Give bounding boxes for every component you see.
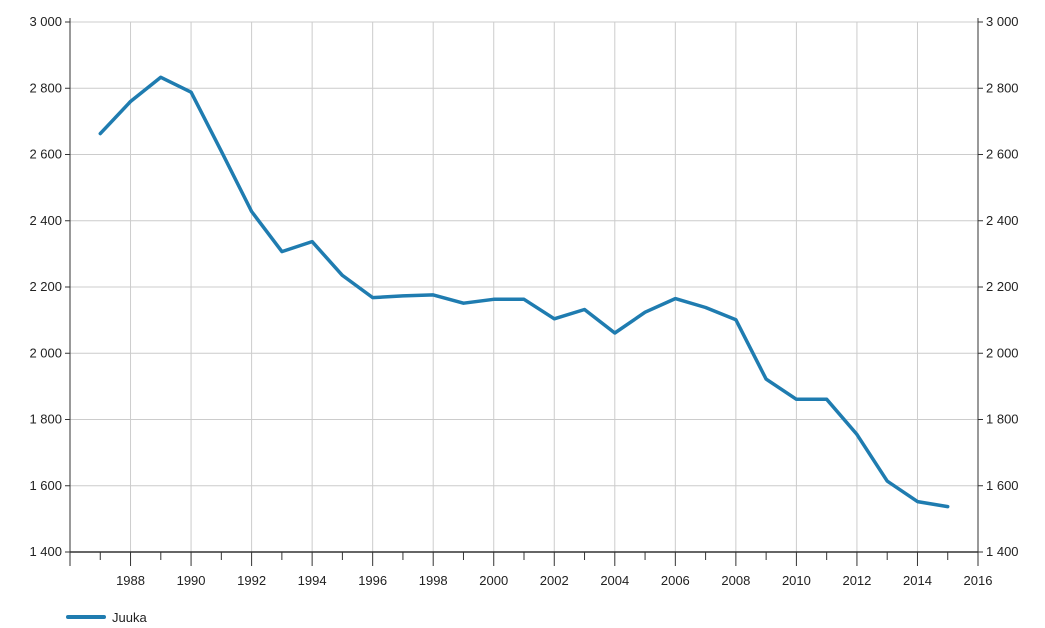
- legend: Juuka: [66, 610, 147, 625]
- series-line-juuka: [98, 75, 950, 509]
- grid-layer: [70, 21, 978, 553]
- y-tick-label-left: 3 000: [29, 14, 62, 29]
- x-tick-label: 1996: [358, 573, 387, 588]
- y-tick-label-right: 2 600: [986, 147, 1019, 162]
- y-tick-label-right: 2 000: [986, 345, 1019, 360]
- x-tick-label: 2000: [479, 573, 508, 588]
- series-layer: [98, 75, 950, 509]
- x-tick-label: 2010: [782, 573, 811, 588]
- x-tick-label: 2012: [842, 573, 871, 588]
- x-tick-label: 2004: [600, 573, 629, 588]
- x-tick-label: 1988: [116, 573, 145, 588]
- x-tick-label: 1998: [419, 573, 448, 588]
- x-tick-label: 1990: [177, 573, 206, 588]
- x-tick-label: 2006: [661, 573, 690, 588]
- x-tick-label: 1994: [298, 573, 327, 588]
- legend-label-juuka: Juuka: [112, 610, 147, 625]
- y-tick-label-left: 1 800: [29, 412, 62, 427]
- y-tick-label-left: 2 200: [29, 279, 62, 294]
- y-tick-label-right: 2 200: [986, 279, 1019, 294]
- y-tick-label-right: 1 800: [986, 412, 1019, 427]
- y-tick-label-left: 1 400: [29, 544, 62, 559]
- y-tick-label-left: 1 600: [29, 478, 62, 493]
- x-tick-label: 1992: [237, 573, 266, 588]
- x-tick-label: 2016: [964, 573, 993, 588]
- y-tick-label-right: 1 400: [986, 544, 1019, 559]
- y-tick-label-left: 2 000: [29, 345, 62, 360]
- y-tick-label-right: 1 600: [986, 478, 1019, 493]
- axes-layer: 1 400 1 400 1 600 1 600 1 800 1 800 2 000 2 000…: [29, 14, 1018, 588]
- y-tick-label-left: 2 600: [29, 147, 62, 162]
- y-tick-label-right: 2 800: [986, 80, 1019, 95]
- x-tick-label: 2008: [721, 573, 750, 588]
- y-tick-label-left: 2 800: [29, 80, 62, 95]
- x-tick-label: 2014: [903, 573, 932, 588]
- y-tick-label-right: 2 400: [986, 213, 1019, 228]
- y-tick-label-right: 3 000: [986, 14, 1019, 29]
- y-tick-label-left: 2 400: [29, 213, 62, 228]
- x-tick-label: 2002: [540, 573, 569, 588]
